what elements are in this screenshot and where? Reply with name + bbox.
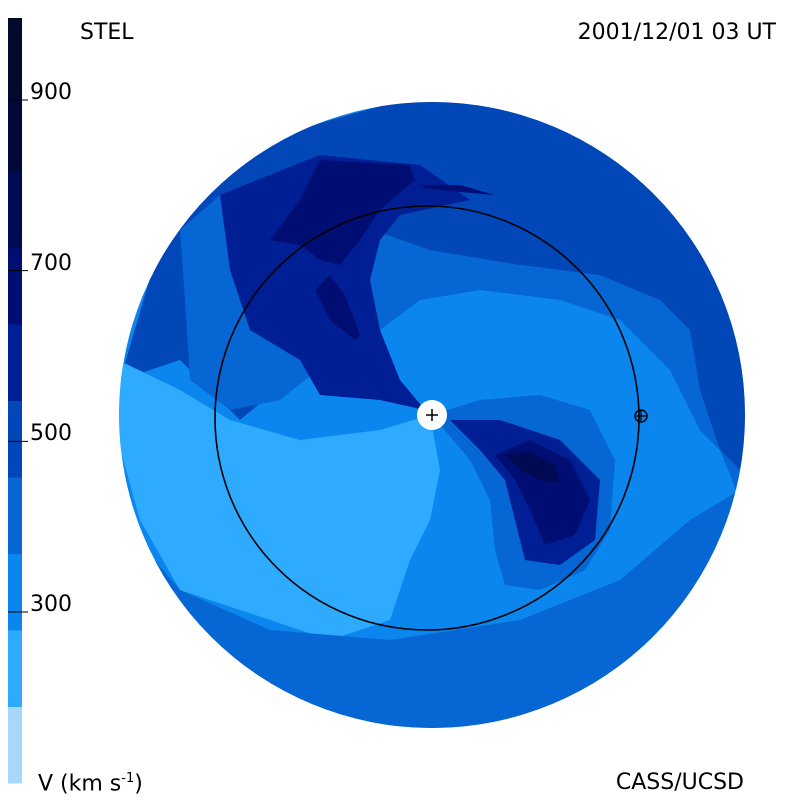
colorbar-tick-label: 300: [30, 592, 72, 617]
colorbar-tick-label: 500: [30, 421, 72, 447]
credit-label: CASS/UCSD: [615, 770, 744, 795]
velocity-disk: [119, 102, 745, 728]
colorbar-segment: [8, 247, 22, 325]
region-swirl-light: [398, 305, 610, 415]
region-nw-dark: [220, 155, 470, 410]
units-text: V (km s: [38, 771, 122, 797]
units-label: V (km s-1): [38, 772, 143, 795]
colorbar: [8, 18, 28, 784]
units-close: ): [134, 771, 143, 797]
colorbar-tick-label: 700: [30, 250, 72, 276]
colorbar-segment: [8, 171, 22, 248]
colorbar-segment: [8, 400, 22, 478]
timestamp-label: 2001/12/01 03 UT: [577, 20, 776, 45]
observatory-label: STEL: [80, 20, 134, 45]
colorbar-segment: [8, 324, 22, 401]
region-n-streak: [420, 185, 495, 195]
units-sup: -1: [121, 771, 135, 786]
sun-marker: [417, 400, 447, 430]
colorbar-segment: [8, 630, 22, 707]
region-nw-darker-2: [315, 275, 360, 340]
colorbar-segment: [8, 706, 22, 784]
colorbar-segment: [8, 553, 22, 631]
colorbar-tick-label: 900: [30, 80, 72, 105]
region-nw-darker: [270, 160, 415, 265]
colorbar-segment: [8, 94, 22, 172]
region-se-darkest: [505, 452, 560, 482]
region-left-light: [119, 360, 440, 640]
earth-marker: [634, 409, 648, 423]
colorbar-segment: [8, 18, 22, 95]
colorbar-segment: [8, 477, 22, 554]
earth-orbit: [214, 205, 640, 631]
